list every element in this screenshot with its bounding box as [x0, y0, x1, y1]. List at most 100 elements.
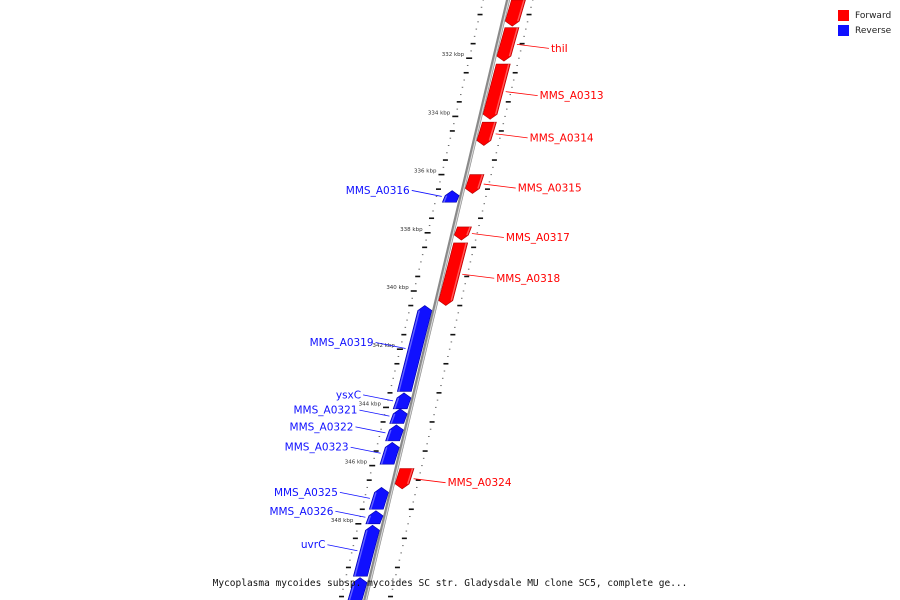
legend-label-forward: Forward: [855, 10, 892, 21]
reverse-gene-body: [352, 524, 380, 577]
gene-arrow: [438, 242, 469, 306]
gene-shade: [406, 468, 414, 485]
kbp-tick-label: 346 kbp: [345, 460, 368, 466]
forward-gene-body: [438, 242, 469, 306]
gene-label: MMS_A0315: [518, 183, 582, 195]
gene-label: MMS_A0313: [540, 90, 604, 102]
gene-label: MMS_A0322: [290, 421, 354, 433]
forward-gene-body: [504, 0, 526, 27]
gene-shade: [354, 530, 368, 577]
reverse-gene-body: [385, 424, 404, 442]
gene-arrow: [352, 524, 380, 577]
gene-label: MMS_A0325: [274, 487, 338, 499]
gene-label: MMS_A0324: [448, 477, 512, 489]
kbp-tick-label: 344 kbp: [359, 401, 382, 407]
gene-label-leader: [339, 491, 370, 499]
tick-layer: 332 kbp 334 kbp 336 kbp 338 kbp 340 kbp 342 k…: [331, 0, 534, 598]
gene-arrow: [441, 190, 460, 203]
gene-label-leader: [350, 446, 381, 454]
gene-label-leader: [516, 43, 549, 49]
gene-arrow: [504, 0, 526, 27]
gene-shade: [488, 122, 496, 141]
gene-shade: [394, 397, 400, 410]
reverse-gene-body: [368, 487, 389, 510]
forward-gene-body: [496, 27, 520, 62]
gene-label-leader: [363, 394, 394, 402]
forward-gene-body: [482, 63, 511, 120]
kbp-tick-label: 336 kbp: [414, 169, 437, 175]
gene-shade: [494, 63, 510, 115]
gene-arrow: [394, 468, 415, 490]
sequence-caption: Mycoplasma mycoides subsp. mycoides SC s…: [212, 578, 688, 589]
gene-label: MMS_A0317: [506, 232, 570, 244]
gene-arrow: [379, 441, 400, 465]
gene-shade: [466, 226, 471, 236]
kbp-tick-label: 342 kbp: [372, 343, 395, 349]
gene-label-leader: [505, 91, 538, 97]
gene-label: MMS_A0319: [310, 337, 374, 349]
legend: Forward Reverse: [838, 8, 891, 38]
gene-arrow: [465, 174, 485, 194]
gene-label-leader: [462, 273, 495, 279]
kbp-tick-label: 332 kbp: [442, 52, 465, 58]
reverse-gene-body: [441, 190, 460, 203]
kbp-tick-label: 348 kbp: [331, 518, 354, 524]
reverse-gene-body: [392, 392, 412, 410]
gene-arrow: [347, 577, 368, 600]
reverse-gene-body: [396, 305, 433, 392]
reverse-gene-body: [365, 510, 384, 525]
gene-label-leader: [335, 510, 366, 518]
forward-gene-body: [394, 468, 415, 490]
forward-gene-body: [453, 226, 472, 241]
gene-label-leader: [375, 342, 406, 349]
kbp-tick-label: 334 kbp: [428, 110, 451, 116]
gene-label-leader: [471, 233, 504, 238]
backbone-highlight: [365, 0, 510, 600]
legend-item-reverse: Reverse: [838, 23, 891, 38]
gene-label: thiI: [551, 43, 568, 55]
gene-arrow: [396, 305, 433, 392]
gene-shade: [398, 310, 420, 392]
kbp-tick-label: 340 kbp: [386, 285, 409, 291]
gene-label-leader: [483, 183, 516, 189]
gene-label: MMS_A0314: [530, 132, 594, 144]
gene-arrow: [368, 487, 389, 510]
forward-gene-body: [465, 174, 485, 194]
gene-shade: [390, 413, 396, 424]
backbone-line: [363, 0, 511, 600]
gene-arrow: [482, 63, 511, 120]
gene-arrow: [476, 121, 497, 146]
gene-arrow: [365, 510, 384, 525]
gene-label: MMS_A0321: [294, 405, 358, 417]
gene-shade: [370, 492, 377, 510]
gene-label-layer: thiI MMS_A0313 MMS_A0314 MMS_A0315 MMS_A0316…: [269, 43, 603, 551]
gene-label: MMS_A0323: [285, 442, 349, 454]
gene-shade: [477, 174, 484, 189]
genome-backbone: [363, 0, 511, 600]
gene-arrow: [385, 424, 404, 442]
gene-shade: [508, 27, 519, 57]
gene-label-leader: [355, 426, 386, 434]
gene-label: uvrC: [301, 539, 326, 551]
legend-swatch-forward: [838, 10, 849, 21]
reverse-gene-body: [347, 577, 368, 600]
gene-label: MMS_A0326: [269, 506, 333, 518]
gene-label: MMS_A0318: [496, 273, 560, 285]
reverse-gene-body: [379, 441, 400, 465]
gene-label: MMS_A0316: [346, 185, 410, 197]
gene-label-leader: [411, 190, 442, 197]
gene-arrow: [496, 27, 520, 62]
gene-layer: [347, 0, 526, 600]
gene-shade: [380, 447, 388, 465]
gene-arrow: [392, 392, 412, 410]
gene-shade: [366, 515, 372, 525]
gene-label-leader: [495, 133, 528, 139]
gene-shade: [443, 195, 448, 203]
gene-label-leader: [359, 409, 390, 417]
kbp-tick-label: 338 kbp: [400, 227, 423, 233]
gene-label-leader: [327, 544, 358, 552]
gene-shade: [517, 0, 525, 22]
gene-arrow: [389, 408, 408, 424]
forward-gene-body: [476, 121, 497, 146]
